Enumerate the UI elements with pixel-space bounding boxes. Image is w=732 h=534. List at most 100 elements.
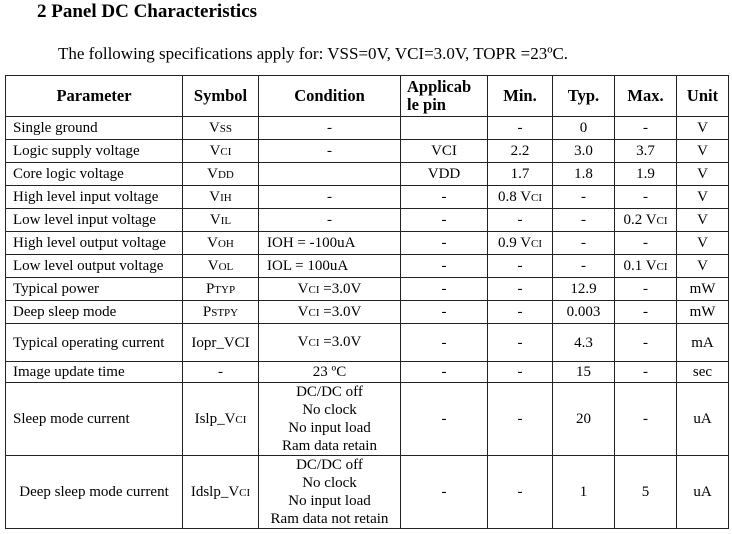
cell-symbol: VIH <box>182 185 259 209</box>
cell-max: 5 <box>614 455 677 529</box>
symbol-main: V <box>209 142 221 159</box>
cell-pin: - <box>400 382 488 456</box>
cell-condition: 23 ºC <box>258 361 401 383</box>
cell-typ: 4.3 <box>552 323 615 362</box>
cell-min: 2.2 <box>487 139 553 163</box>
header-applicable-pin: Applicab le pin <box>400 75 488 117</box>
symbol-main: V <box>207 234 218 251</box>
cell-parameter: Typical operating current <box>5 323 183 362</box>
header-parameter: Parameter <box>5 75 183 117</box>
header-max: Max. <box>614 75 677 117</box>
cell-min: 0.9 VCI <box>487 231 553 255</box>
cell-min: - <box>487 361 553 383</box>
condition-sub: CI <box>308 283 320 296</box>
symbol-main: V <box>209 188 221 205</box>
cell-min: - <box>487 455 553 529</box>
dc-characteristics-table: Parameter Symbol Condition Applicab le pi… <box>5 75 729 529</box>
cell-min: - <box>487 277 553 301</box>
header-condition: Condition <box>258 75 401 117</box>
symbol-sub: IL <box>220 214 232 227</box>
header-symbol: Symbol <box>182 75 259 117</box>
cell-unit: V <box>676 231 729 255</box>
cell-unit: V <box>676 254 729 278</box>
cell-condition <box>258 162 401 186</box>
cell-unit: uA <box>676 455 729 529</box>
cell-parameter: Single ground <box>5 116 183 140</box>
cell-condition: VCI =3.0V <box>258 323 401 362</box>
symbol-sub: IH <box>220 191 232 204</box>
condition-line: No input load <box>288 420 371 436</box>
cell-condition: DC/DC off No clock No input load Ram dat… <box>258 382 401 456</box>
cell-parameter: Logic supply voltage <box>5 139 183 163</box>
cell-pin: - <box>400 300 488 324</box>
cell-pin <box>400 116 488 140</box>
cell-max: - <box>614 361 677 383</box>
condition-main: V <box>297 280 309 297</box>
table-row: Deep sleep mode current Idslp_VCI DC/DC … <box>5 455 729 529</box>
cell-pin: - <box>400 361 488 383</box>
symbol-sub: CI <box>235 413 247 426</box>
header-unit: Unit <box>676 75 729 117</box>
cell-min: - <box>487 323 553 362</box>
cell-unit: sec <box>676 361 729 383</box>
spec-conditions-text: The following specifications apply for: … <box>58 44 569 63</box>
symbol-main: V <box>209 211 221 228</box>
cell-parameter: Deep sleep mode current <box>5 455 183 529</box>
cell-pin: - <box>400 455 488 529</box>
symbol-sub: OL <box>218 260 234 273</box>
cell-max: - <box>614 185 677 209</box>
symbol-main: P <box>205 280 215 297</box>
table-row: Typical operating current Iopr_VCI VCI =… <box>5 323 729 362</box>
cell-max: 0.1 VCI <box>614 254 677 278</box>
cell-symbol: VOL <box>182 254 259 278</box>
table-row: Sleep mode current Islp_VCI DC/DC off No… <box>5 382 729 456</box>
max-main: 0.2 V <box>623 211 657 228</box>
cell-condition: VCI =3.0V <box>258 277 401 301</box>
header-applicable-pin-line2: le pin <box>407 95 446 114</box>
symbol-main: P <box>202 303 212 320</box>
cell-typ: 1.8 <box>552 162 615 186</box>
cell-symbol: PTYP <box>182 277 259 301</box>
cell-min: - <box>487 208 553 232</box>
cell-max: 0.2 VCI <box>614 208 677 232</box>
cell-pin: - <box>400 208 488 232</box>
table-row: Image update time - 23 ºC - - 15 - sec <box>5 361 729 383</box>
cell-unit: uA <box>676 382 729 456</box>
symbol-sub: DD <box>217 168 234 181</box>
cell-parameter: Typical power <box>5 277 183 301</box>
condition-rest: =3.0V <box>319 280 362 297</box>
condition-main: V <box>297 334 309 350</box>
cell-typ: 1 <box>552 455 615 529</box>
symbol-sub: OH <box>217 237 234 250</box>
cell-pin: - <box>400 231 488 255</box>
cell-condition: VCI =3.0V <box>258 300 401 324</box>
cell-unit: V <box>676 139 729 163</box>
cell-min: - <box>487 300 553 324</box>
cell-pin: - <box>400 277 488 301</box>
cell-max: - <box>614 300 677 324</box>
cell-pin: VDD <box>400 162 488 186</box>
cell-typ: 0 <box>552 116 615 140</box>
symbol-main: Idslp_V <box>190 483 240 500</box>
cell-pin: VCI <box>400 139 488 163</box>
cell-parameter: Image update time <box>5 361 183 383</box>
cell-condition: IOL = 100uA <box>258 254 401 278</box>
cell-typ: 20 <box>552 382 615 456</box>
cell-unit: mW <box>676 300 729 324</box>
cell-unit: V <box>676 116 729 140</box>
cell-max: - <box>614 323 677 362</box>
cell-max: - <box>614 382 677 456</box>
condition-line: No clock <box>302 402 357 418</box>
table-row: Single ground VSS - - 0 - V <box>5 116 729 140</box>
condition-line: Ram data retain <box>282 438 377 454</box>
cell-typ: - <box>552 208 615 232</box>
table-row: Core logic voltage VDD VDD 1.7 1.8 1.9 V <box>5 162 729 186</box>
cell-parameter: High level input voltage <box>5 185 183 209</box>
table-row: High level input voltage VIH - - 0.8 VCI… <box>5 185 729 209</box>
condition-sub: CI <box>308 337 320 349</box>
cell-unit: V <box>676 208 729 232</box>
symbol-sub: TYP <box>214 283 236 296</box>
cell-condition: IOH = -100uA <box>258 231 401 255</box>
cell-max: - <box>614 116 677 140</box>
table-row: High level output voltage VOH IOH = -100… <box>5 231 729 255</box>
